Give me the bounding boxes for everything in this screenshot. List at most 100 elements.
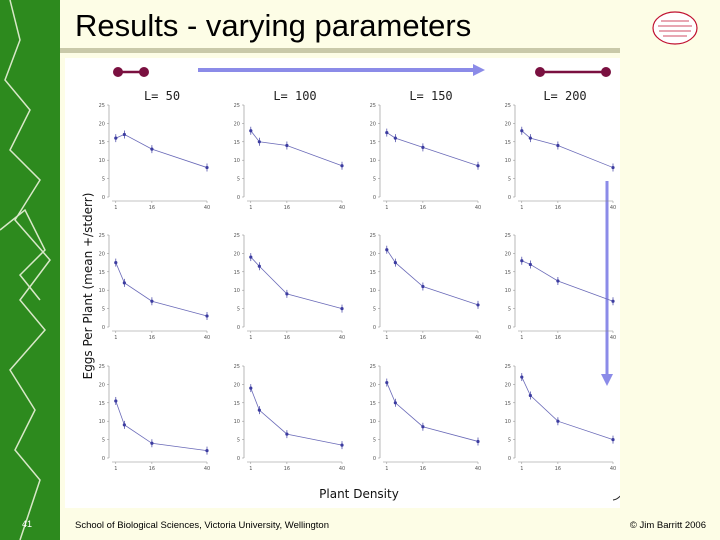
- series-line: [521, 130, 614, 168]
- y-tick-label: 5: [237, 438, 240, 444]
- x-tick-label: 40: [204, 466, 210, 472]
- university-seal-logo: [652, 11, 698, 45]
- data-point: [150, 299, 154, 303]
- y-tick-label: 15: [505, 270, 511, 276]
- x-axis-title: Plant Density: [319, 487, 399, 501]
- y-tick-label: 25: [99, 364, 105, 370]
- panel-r0-c2: 0 5 10 15 20 25 1 16 40: [370, 103, 482, 211]
- panel-r2-c0: 0 5 10 15 20 25 1 16 40: [99, 364, 211, 472]
- y-tick-label: 20: [99, 382, 105, 388]
- x-tick-label: 1: [114, 335, 117, 341]
- y-tick-label: 20: [370, 382, 376, 388]
- x-tick-label: 40: [339, 205, 345, 211]
- y-tick-label: 25: [99, 233, 105, 239]
- data-point: [122, 423, 126, 427]
- series-line: [250, 130, 343, 167]
- x-tick-label: 1: [385, 335, 388, 341]
- data-point: [249, 129, 253, 133]
- y-tick-label: 0: [237, 195, 240, 201]
- series-line: [386, 249, 479, 306]
- data-point: [385, 380, 389, 385]
- data-point: [150, 147, 154, 151]
- right-arrow-group: [601, 181, 613, 386]
- data-point: [528, 136, 532, 140]
- y-tick-label: 25: [505, 364, 511, 370]
- y-tick-label: 10: [505, 419, 511, 425]
- data-point: [476, 303, 480, 307]
- x-tick-label: 16: [555, 205, 561, 211]
- y-tick-label: 10: [234, 419, 240, 425]
- x-tick-label: 16: [284, 466, 290, 472]
- y-tick-label: 0: [373, 195, 376, 201]
- y-tick-label: 0: [237, 456, 240, 462]
- y-tick-label: 25: [234, 103, 240, 109]
- y-tick-label: 0: [102, 195, 105, 201]
- panel-r0-c3: 0 5 10 15 20 25 1 16 40: [505, 103, 617, 211]
- panel-r0-c1: 0 5 10 15 20 25 1 16 40: [234, 103, 346, 211]
- data-point: [249, 386, 253, 390]
- y-tick-label: 15: [370, 401, 376, 407]
- y-tick-label: 10: [99, 288, 105, 294]
- data-point: [385, 131, 389, 135]
- data-point: [114, 399, 118, 403]
- data-point: [249, 255, 253, 259]
- x-tick-label: 16: [149, 466, 155, 472]
- x-tick-label: 1: [385, 466, 388, 472]
- y-tick-label: 20: [505, 382, 511, 388]
- y-tick-label: 15: [99, 270, 105, 276]
- x-tick-label: 16: [420, 466, 426, 472]
- y-tick-label: 15: [505, 140, 511, 146]
- x-tick-label: 40: [339, 466, 345, 472]
- panel-r1-c3: 0 5 10 15 20 25 1 16 40: [505, 233, 617, 341]
- y-tick-label: 15: [505, 401, 511, 407]
- connector-l50: [113, 67, 149, 77]
- y-tick-label: 20: [505, 251, 511, 257]
- x-tick-label: 40: [475, 335, 481, 341]
- sidebar-lines: [0, 0, 51, 540]
- data-point: [393, 401, 397, 405]
- x-tick-label: 1: [520, 335, 523, 341]
- y-tick-label: 15: [99, 401, 105, 407]
- data-point: [340, 307, 344, 311]
- y-tick-label: 5: [508, 438, 511, 444]
- y-tick-label: 15: [99, 140, 105, 146]
- y-tick-label: 10: [370, 419, 376, 425]
- x-tick-label: 1: [114, 205, 117, 211]
- data-point: [528, 393, 532, 398]
- y-tick-label: 0: [508, 456, 511, 462]
- data-point: [340, 164, 344, 168]
- x-tick-label: 1: [385, 205, 388, 211]
- series-line: [250, 387, 343, 446]
- y-tick-label: 25: [370, 103, 376, 109]
- series-line: [115, 262, 208, 317]
- y-tick-label: 0: [508, 195, 511, 201]
- x-tick-label: 16: [149, 205, 155, 211]
- data-point: [122, 281, 126, 285]
- y-tick-label: 10: [505, 288, 511, 294]
- y-tick-label: 5: [373, 438, 376, 444]
- x-tick-label: 40: [475, 466, 481, 472]
- data-point: [205, 449, 209, 453]
- x-tick-label: 1: [520, 205, 523, 211]
- series-line: [386, 132, 479, 167]
- y-axis-title: Eggs Per Plant (mean +/stderr): [81, 193, 95, 380]
- x-tick-label: 40: [339, 335, 345, 341]
- data-point: [257, 264, 261, 268]
- data-point: [114, 136, 118, 140]
- data-point: [257, 140, 261, 144]
- data-point: [421, 425, 425, 429]
- data-point: [556, 143, 560, 148]
- x-tick-label: 40: [204, 335, 210, 341]
- y-tick-label: 25: [234, 364, 240, 370]
- y-tick-label: 10: [234, 288, 240, 294]
- data-point: [421, 284, 425, 289]
- data-point: [150, 441, 154, 445]
- x-tick-label: 40: [610, 335, 616, 341]
- panel-r1-c1: 0 5 10 15 20 25 1 16 40: [234, 233, 346, 341]
- y-tick-label: 0: [237, 325, 240, 331]
- data-point: [205, 314, 209, 318]
- x-tick-label: 16: [555, 466, 561, 472]
- x-tick-label: 1: [114, 466, 117, 472]
